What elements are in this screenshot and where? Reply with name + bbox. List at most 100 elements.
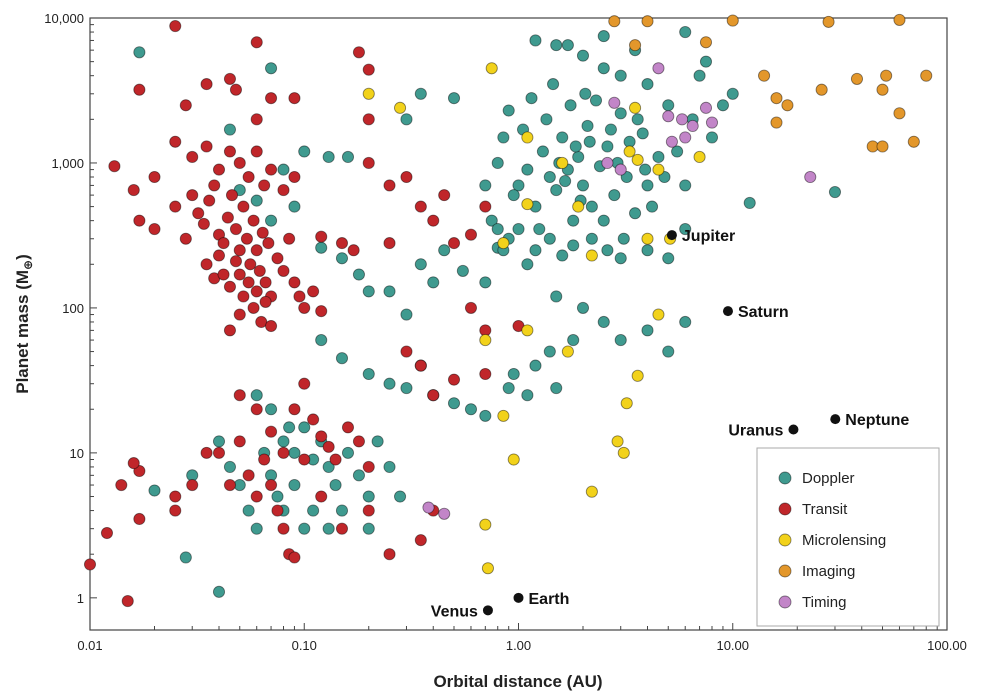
doppler-point <box>556 249 569 262</box>
transit-point <box>414 359 427 372</box>
transit-point <box>244 258 257 271</box>
doppler-point <box>828 185 842 199</box>
timing-point <box>676 113 689 126</box>
transit-point <box>200 446 213 459</box>
transit-point <box>414 200 427 213</box>
earth-marker <box>513 592 524 603</box>
microlensing-point <box>485 62 498 75</box>
doppler-point <box>362 285 375 298</box>
doppler-point <box>572 150 585 164</box>
doppler-point <box>250 522 263 535</box>
transit-point <box>307 285 320 298</box>
transit-point <box>464 228 478 241</box>
transit-point <box>315 490 328 503</box>
transit-point <box>212 163 226 176</box>
doppler-point <box>315 334 328 347</box>
jupiter-marker <box>666 230 677 241</box>
transit-point <box>253 264 266 277</box>
doppler-point <box>726 87 739 100</box>
transit-point <box>250 113 263 126</box>
doppler-point <box>567 214 580 227</box>
doppler-point <box>283 421 296 434</box>
x-tick-label: 10.00 <box>716 638 749 653</box>
doppler-point <box>502 382 515 395</box>
doppler-point <box>322 460 335 473</box>
microlensing-point <box>631 153 644 166</box>
doppler-point <box>298 421 311 434</box>
doppler-point <box>383 285 396 298</box>
transit-point <box>148 223 161 236</box>
doppler-point <box>525 92 538 105</box>
doppler-point <box>485 214 498 227</box>
doppler-point <box>277 435 290 448</box>
doppler-point <box>533 223 546 236</box>
transit-point <box>256 226 269 239</box>
doppler-point <box>589 94 603 107</box>
doppler-point <box>521 258 534 271</box>
doppler-point <box>679 25 692 39</box>
imaging-point <box>641 15 654 28</box>
transit-point <box>288 276 301 289</box>
microlensing-point <box>521 131 534 144</box>
doppler-point <box>447 92 461 105</box>
timing-point <box>422 501 435 514</box>
saturn-label: Saturn <box>738 304 789 321</box>
planet-annotations: Jupiter Saturn Uranus Neptune Earth Venus <box>431 228 910 620</box>
transit-point <box>197 217 210 230</box>
doppler-point <box>614 69 627 82</box>
doppler-point <box>497 131 510 144</box>
microlensing-point <box>507 453 520 466</box>
transit-point <box>250 285 263 298</box>
timing-point <box>652 62 665 75</box>
doppler-point <box>265 214 278 227</box>
transit-point <box>247 301 260 314</box>
doppler-point <box>335 352 349 365</box>
doppler-point <box>341 446 355 459</box>
doppler-point <box>329 478 342 492</box>
transit-point <box>233 435 246 448</box>
legend-swatch-microlensing <box>778 533 792 547</box>
transit-point <box>362 63 375 76</box>
x-tick-label: 1.00 <box>506 638 531 653</box>
transit-point <box>169 200 182 213</box>
doppler-point <box>716 99 729 112</box>
transit-point <box>362 113 375 126</box>
doppler-point <box>679 179 692 192</box>
y-tick-label: 10 <box>70 446 84 461</box>
doppler-point <box>529 34 542 47</box>
doppler-point <box>693 69 706 82</box>
doppler-point <box>288 446 301 459</box>
data-points <box>83 13 933 608</box>
transit-point <box>169 19 182 33</box>
doppler-point <box>652 150 665 164</box>
transit-point <box>427 389 440 402</box>
doppler-point <box>662 99 675 112</box>
doppler-point <box>645 200 659 213</box>
doppler-point <box>579 87 592 100</box>
neptune-label: Neptune <box>845 412 909 429</box>
doppler-point <box>569 140 582 153</box>
transit-point <box>447 373 461 386</box>
doppler-point <box>362 367 375 381</box>
transit-point <box>438 189 451 202</box>
microlensing-point <box>521 198 534 211</box>
doppler-point <box>620 170 633 184</box>
microlensing-point <box>620 397 633 410</box>
doppler-point <box>277 163 290 176</box>
transit-point <box>223 72 237 85</box>
doppler-point <box>507 367 520 381</box>
doppler-point <box>576 301 590 314</box>
transit-point <box>255 315 268 329</box>
transit-point <box>307 413 320 426</box>
imaging-point <box>876 83 889 96</box>
transit-point <box>229 223 243 236</box>
doppler-point <box>629 207 642 220</box>
x-axis-title: Orbital distance (AU) <box>433 672 602 691</box>
microlensing-point <box>585 485 598 498</box>
doppler-point <box>223 123 237 136</box>
transit-point <box>414 534 427 547</box>
transit-point <box>186 150 199 164</box>
doppler-point <box>550 290 563 303</box>
doppler-point <box>298 145 311 158</box>
timing-point <box>438 507 451 520</box>
